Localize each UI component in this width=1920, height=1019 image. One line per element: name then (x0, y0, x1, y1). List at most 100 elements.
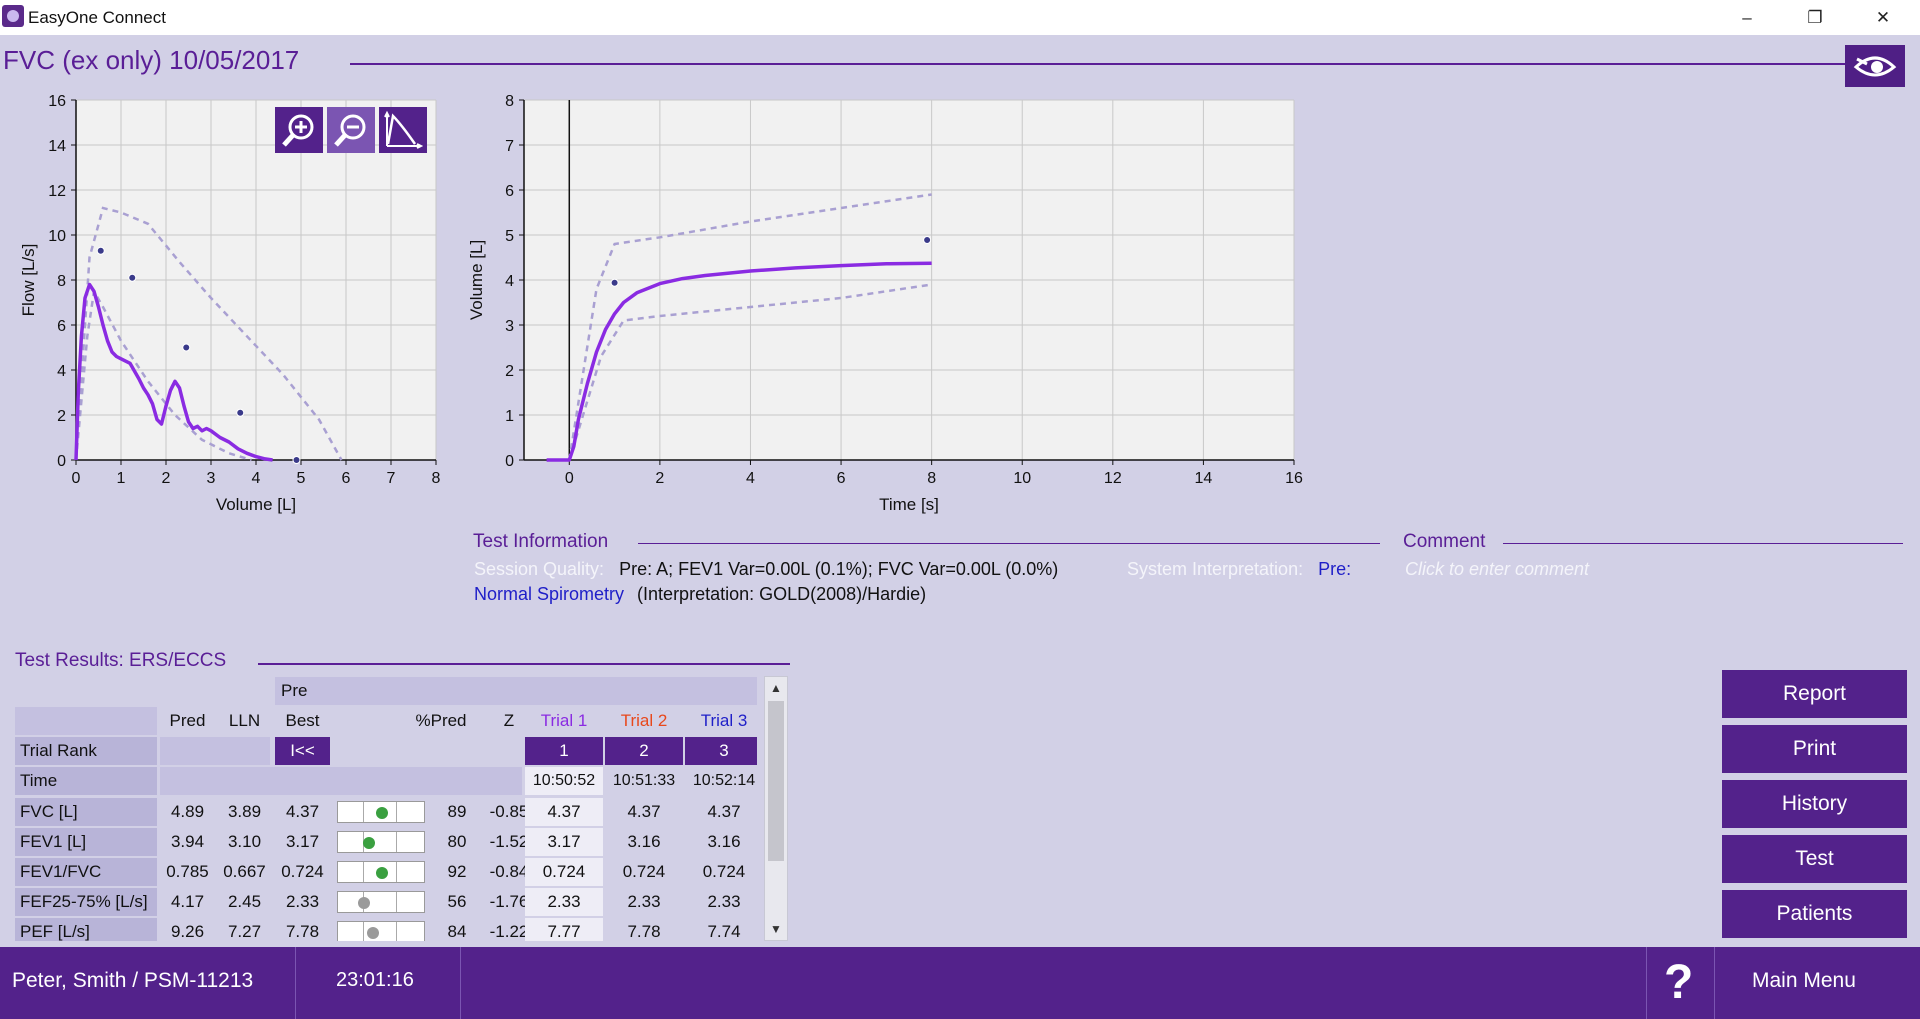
predicted-point (236, 408, 245, 417)
trial-rank-shade (160, 737, 270, 765)
row-pctpred: 89 (447, 802, 467, 821)
footer-divider (460, 947, 461, 1019)
y-tick-label: 4 (57, 363, 66, 380)
row-pctpred: 84 (447, 922, 467, 941)
title-bar: EasyOne Connect – ❐ ✕ (0, 0, 1920, 35)
chart-toolbar (275, 107, 427, 153)
curve-autoscale-icon (384, 110, 423, 149)
y-tick-label: 1 (505, 408, 514, 425)
footer-divider (1714, 947, 1715, 1019)
x-tick-label: 8 (927, 470, 936, 487)
main-menu-button[interactable]: Main Menu (1752, 969, 1856, 992)
trial-2-rank-button[interactable]: 2 (605, 737, 683, 765)
footer-bar: Peter, Smith / PSM-11213 23:01:16 ? Main… (0, 947, 1920, 1019)
col-trial-2: Trial 2 (620, 711, 668, 730)
history-button[interactable]: History (1722, 780, 1907, 828)
x-tick-label: 1 (117, 470, 126, 487)
row-t2: 3.16 (627, 832, 661, 851)
footer-divider (1646, 947, 1647, 1019)
rank-reset-button[interactable]: I<< (275, 737, 330, 765)
zoom-in-button[interactable] (275, 107, 323, 153)
results-scrollbar[interactable]: ▲ ▼ (764, 676, 788, 941)
col-trial-1: Trial 1 (540, 711, 588, 730)
app-logo-icon (2, 5, 24, 27)
interpretation-note: (Interpretation: GOLD(2008)/Hardie) (637, 584, 927, 604)
indicator-dot (367, 927, 380, 939)
help-button[interactable]: ? (1664, 956, 1694, 1009)
row-t2: 2.33 (627, 892, 661, 911)
print-button[interactable]: Print (1722, 725, 1907, 773)
x-axis-label: Volume [L] (216, 495, 296, 514)
indicator-dot (358, 897, 371, 909)
row-label: PEF [L/s] (15, 918, 157, 941)
row-pred: 4.17 (170, 892, 205, 911)
scroll-down-icon[interactable]: ▼ (770, 922, 782, 936)
x-tick-label: 0 (565, 470, 574, 487)
comment-input[interactable]: Click to enter comment (1405, 559, 1590, 579)
row-t3: 2.33 (707, 892, 741, 911)
restore-button[interactable]: ❐ (1807, 7, 1823, 27)
indicator-dot (376, 867, 388, 879)
row-t3: 3.16 (707, 832, 741, 851)
row-best: 0.724 (281, 862, 324, 881)
y-tick-label: 6 (57, 318, 66, 335)
scroll-thumb[interactable] (768, 701, 784, 861)
col-pct-pred: %Pred (415, 711, 467, 730)
zoom-out-button[interactable] (327, 107, 375, 153)
minimize-button[interactable]: – (1742, 7, 1752, 27)
patients-button[interactable]: Patients (1722, 890, 1907, 938)
time-shade (160, 767, 522, 795)
row-lln: 3.10 (227, 832, 262, 851)
x-tick-label: 5 (297, 470, 306, 487)
title-divider (350, 63, 1860, 65)
row-label: FEF25-75% [L/s] (15, 888, 157, 916)
predicted-point (96, 246, 105, 255)
col-lln: LLN (228, 711, 261, 730)
trial-curve (546, 261, 932, 462)
row-lln: 3.89 (227, 802, 262, 821)
x-tick-label: 16 (1285, 470, 1303, 487)
row-t2: 0.724 (622, 862, 666, 881)
trial-2-time: 10:51:33 (612, 772, 676, 789)
comment-heading: Comment (1403, 531, 1486, 552)
zscore-indicator (337, 861, 425, 883)
scroll-up-icon[interactable]: ▲ (770, 681, 782, 695)
row-label: FVC [L] (15, 798, 157, 826)
trial-3-rank-button[interactable]: 3 (685, 737, 757, 765)
row-t2: 4.37 (627, 802, 661, 821)
row-z: -1.22 (489, 922, 529, 941)
patient-id[interactable]: Peter, Smith / PSM-11213 (12, 969, 254, 992)
y-tick-label: 12 (48, 183, 66, 200)
row-pred: 4.89 (170, 802, 205, 821)
zoom-out-icon (334, 114, 366, 147)
x-tick-label: 4 (746, 470, 755, 487)
y-tick-label: 0 (505, 453, 514, 470)
report-button[interactable]: Report (1722, 670, 1907, 718)
view-toggle-button[interactable] (1845, 45, 1905, 87)
zscore-indicator (337, 801, 425, 823)
results-table: Pre Pred LLN Best %Pred Z Trial 1 Trial … (15, 677, 757, 941)
row-pctpred: 56 (447, 892, 467, 911)
row-best: 4.37 (285, 802, 320, 821)
row-best: 7.78 (285, 922, 320, 941)
y-tick-label: 7 (505, 138, 514, 155)
y-axis-label: Volume [L] (470, 240, 486, 320)
trial-1-rank-button[interactable]: 1 (525, 737, 603, 765)
autoscale-button[interactable] (379, 107, 427, 153)
trial-3-time: 10:52:14 (692, 772, 756, 789)
row-label: FEV1/FVC (15, 858, 157, 886)
row-t1: 0.724 (525, 858, 603, 886)
x-tick-label: 10 (1013, 470, 1031, 487)
close-button[interactable]: ✕ (1875, 7, 1891, 27)
test-button[interactable]: Test (1722, 835, 1907, 883)
zscore-indicator (337, 891, 425, 913)
x-tick-label: 14 (1195, 470, 1213, 487)
header-spacer (15, 707, 157, 735)
x-tick-label: 0 (72, 470, 81, 487)
y-tick-label: 3 (505, 318, 514, 335)
x-tick-label: 6 (837, 470, 846, 487)
page-title: FVC (ex only) 10/05/2017 (3, 45, 300, 75)
y-tick-label: 4 (505, 273, 514, 290)
clock: 23:01:16 (336, 969, 414, 991)
